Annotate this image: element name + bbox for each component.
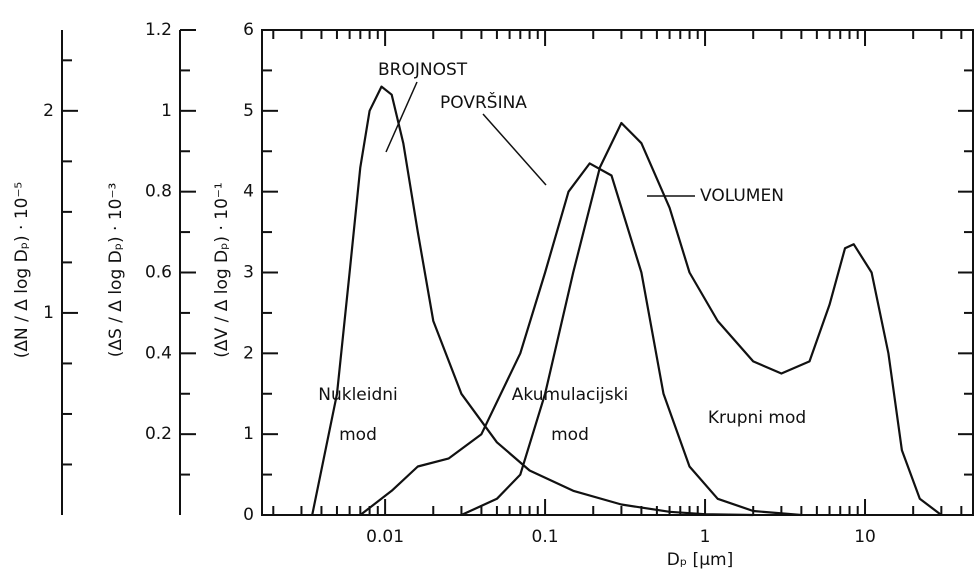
y-tick-label: 5 (243, 101, 254, 121)
annotation: Nukleidni (318, 385, 398, 405)
series-label: VOLUMEN (700, 186, 784, 206)
y-tick-label: 0.6 (145, 263, 172, 283)
y-tick-label: 4 (243, 182, 254, 202)
series-label: BROJNOST (378, 60, 468, 80)
y-axis-label: (ΔV / Δ log Dₚ) · 10⁻¹ (212, 182, 232, 357)
y-tick-label: 0.8 (145, 182, 172, 202)
leader-line (482, 113, 547, 186)
x-tick-label: 10 (854, 527, 876, 547)
series-line (311, 85, 754, 517)
y-tick-label: 3 (243, 263, 254, 283)
leader-line (385, 81, 418, 153)
x-tick-label: 1 (700, 527, 711, 547)
y-tick-label: 0 (243, 505, 254, 525)
y-tick-label: 1.2 (145, 20, 172, 40)
y-tick-label: 1 (161, 101, 172, 121)
annotation: mod (339, 425, 377, 445)
y-tick-label: 0.2 (145, 424, 172, 444)
y-tick-label: 2 (243, 343, 254, 363)
y-tick-label: 1 (243, 424, 254, 444)
x-tick-label: 0.01 (366, 527, 404, 547)
annotation: Krupni mod (708, 408, 806, 428)
series-line (359, 162, 802, 517)
y-tick-label: 2 (43, 101, 54, 121)
y-tick-label: 0.4 (145, 343, 172, 363)
annotation: mod (551, 425, 589, 445)
x-axis-label: Dₚ [μm] (667, 550, 733, 570)
x-tick-label: 0.1 (532, 527, 559, 547)
y-tick-label: 1 (43, 303, 54, 323)
annotation: Akumulacijski (512, 385, 628, 405)
y-tick-label: 6 (243, 20, 254, 40)
y-axis-label: (ΔS / Δ log Dₚ) · 10⁻³ (106, 183, 126, 358)
series-line (460, 121, 942, 517)
y-axis-label: (ΔN / Δ log Dₚ) · 10⁻⁵ (12, 182, 32, 359)
series-label: POVRŠINA (440, 91, 527, 113)
